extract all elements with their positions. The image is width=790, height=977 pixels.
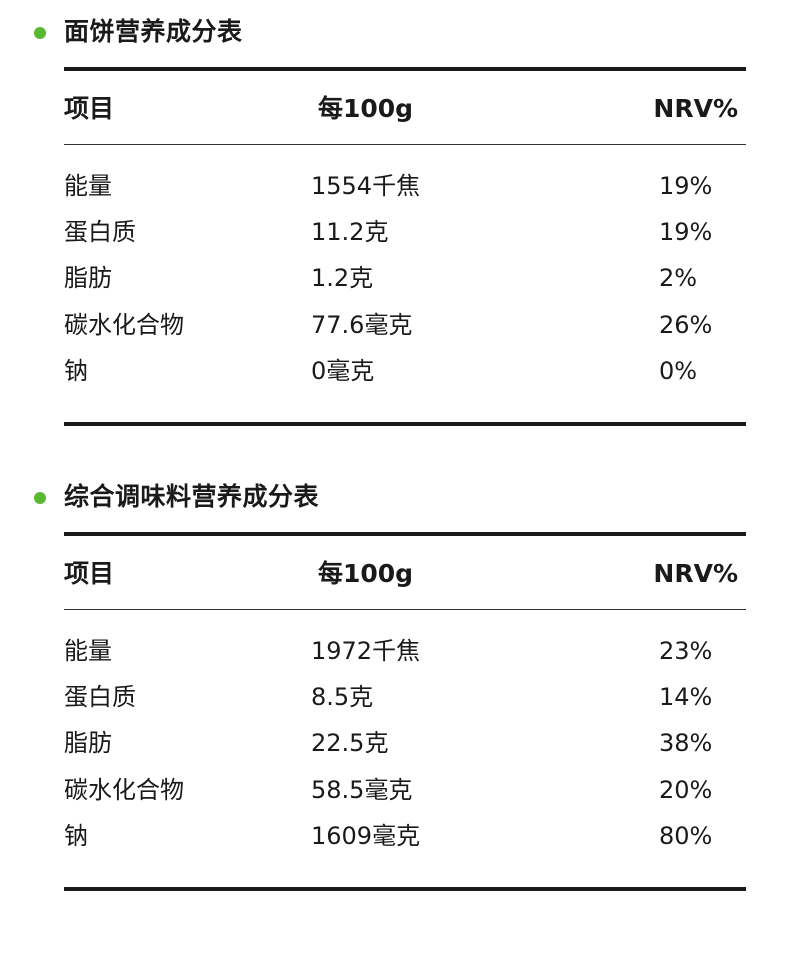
nutrient-value: 0毫克	[311, 357, 375, 385]
section-heading: 综合调味料营养成分表	[0, 477, 790, 517]
table-top-rule	[64, 67, 746, 71]
table-row: 碳水化合物 77.6毫克 26%	[0, 305, 790, 345]
section-title: 综合调味料营养成分表	[64, 482, 320, 511]
nutrient-nrv: 0%	[659, 357, 698, 385]
table-header-row: 项目 每100g NRV%	[0, 89, 790, 129]
table-bottom-rule	[64, 422, 746, 426]
nutrient-name: 碳水化合物	[64, 776, 184, 804]
table-row: 蛋白质 8.5克 14%	[0, 677, 790, 717]
nutrient-value: 1.2克	[311, 264, 374, 292]
table-row: 蛋白质 11.2克 19%	[0, 212, 790, 252]
bullet-dot-icon	[34, 27, 46, 39]
bullet-dot-icon	[34, 492, 46, 504]
nutrient-name: 钠	[64, 357, 88, 385]
nutrient-nrv: 80%	[659, 822, 713, 850]
nutrient-value: 58.5毫克	[311, 776, 413, 804]
nutrient-value: 22.5克	[311, 729, 389, 757]
section-title: 面饼营养成分表	[64, 17, 243, 46]
header-per-100g: 每100g	[318, 559, 414, 588]
table-row: 脂肪 1.2克 2%	[0, 258, 790, 298]
table-row: 碳水化合物 58.5毫克 20%	[0, 770, 790, 810]
nutrient-value: 8.5克	[311, 683, 374, 711]
nutrient-name: 蛋白质	[64, 683, 136, 711]
nutrient-name: 蛋白质	[64, 218, 136, 246]
nutrient-name: 钠	[64, 822, 88, 850]
header-item: 项目	[64, 94, 115, 123]
nutrient-name: 能量	[64, 637, 112, 665]
table-row: 脂肪 22.5克 38%	[0, 723, 790, 763]
nutrient-value: 1609毫克	[311, 822, 421, 850]
nutrient-name: 脂肪	[64, 264, 112, 292]
nutrient-value: 1972千焦	[311, 637, 421, 665]
nutrient-nrv: 23%	[659, 637, 713, 665]
table-row: 能量 1972千焦 23%	[0, 631, 790, 671]
table-header-row: 项目 每100g NRV%	[0, 554, 790, 594]
table-bottom-rule	[64, 887, 746, 891]
header-divider	[64, 144, 746, 145]
nutrient-nrv: 14%	[659, 683, 713, 711]
nutrient-value: 77.6毫克	[311, 311, 413, 339]
nutrient-nrv: 26%	[659, 311, 713, 339]
nutrient-value: 1554千焦	[311, 172, 421, 200]
header-item: 项目	[64, 559, 115, 588]
nutrient-name: 脂肪	[64, 729, 112, 757]
table-top-rule	[64, 532, 746, 536]
nutrient-nrv: 19%	[659, 172, 713, 200]
header-divider	[64, 609, 746, 610]
table-row: 钠 1609毫克 80%	[0, 816, 790, 856]
nutrient-value: 11.2克	[311, 218, 389, 246]
header-per-100g: 每100g	[318, 94, 414, 123]
nutrient-name: 能量	[64, 172, 112, 200]
nutrient-nrv: 2%	[659, 264, 698, 292]
nutrient-name: 碳水化合物	[64, 311, 184, 339]
section-heading: 面饼营养成分表	[0, 12, 790, 52]
table-row: 钠 0毫克 0%	[0, 351, 790, 391]
nutrient-nrv: 20%	[659, 776, 713, 804]
nutrient-nrv: 19%	[659, 218, 713, 246]
header-nrv: NRV%	[653, 559, 738, 588]
nutrient-nrv: 38%	[659, 729, 713, 757]
table-row: 能量 1554千焦 19%	[0, 166, 790, 206]
header-nrv: NRV%	[653, 94, 738, 123]
